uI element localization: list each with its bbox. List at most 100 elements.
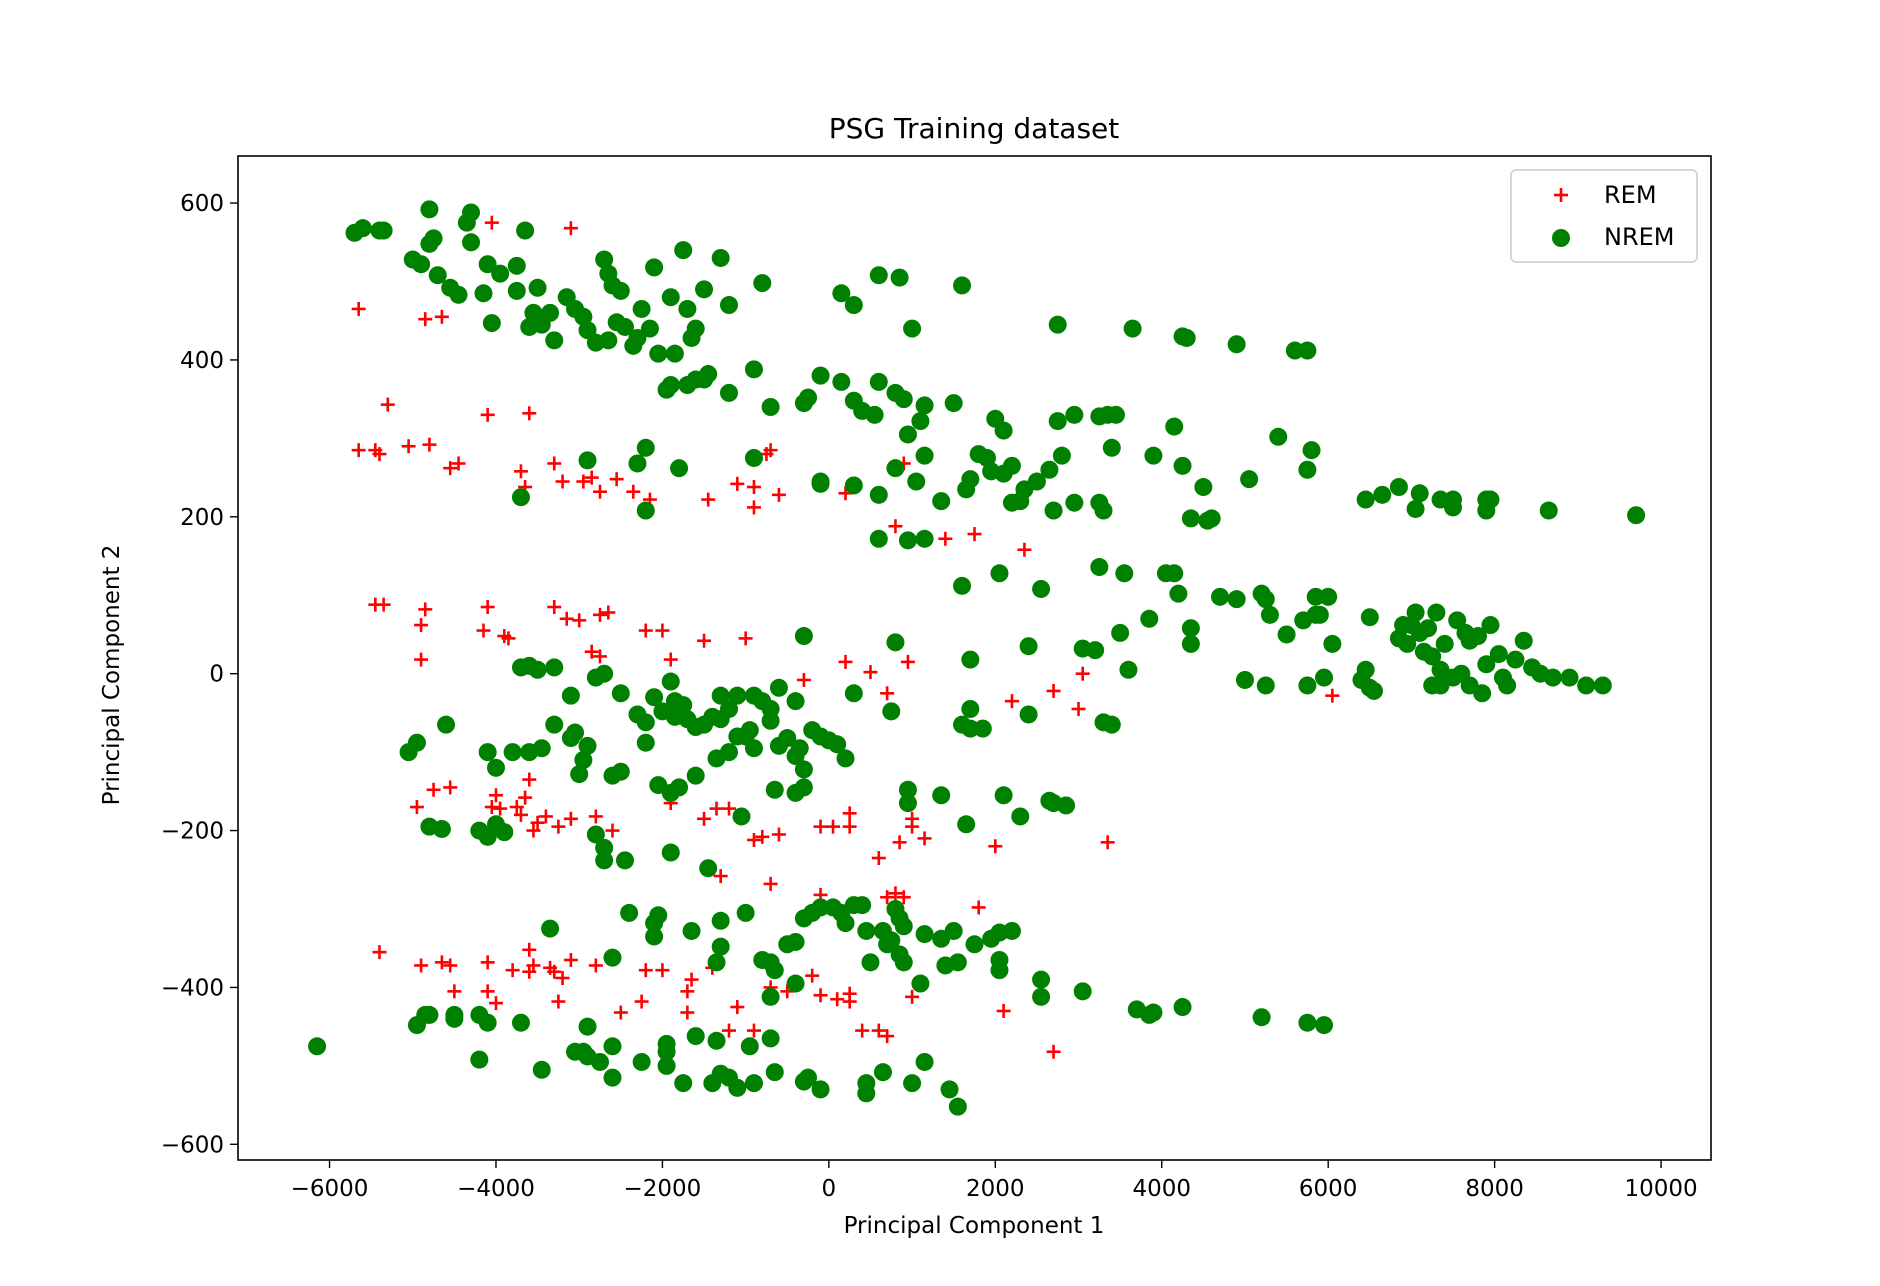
nrem-point <box>1256 676 1275 695</box>
nrem-point <box>1002 921 1021 940</box>
nrem-point <box>682 921 701 940</box>
nrem-point <box>720 383 738 402</box>
rem-point <box>842 806 857 821</box>
rem-point <box>900 654 915 669</box>
nrem-point <box>449 285 468 304</box>
nrem-point <box>711 911 730 930</box>
rem-point <box>501 631 516 646</box>
nrem-point <box>1514 631 1533 650</box>
nrem-point <box>1356 490 1375 509</box>
rem-point <box>476 623 491 638</box>
rem-point <box>880 686 895 701</box>
nrem-point <box>511 658 530 677</box>
nrem-point <box>657 380 676 399</box>
nrem-point <box>1202 509 1221 528</box>
y-tick-label: 600 <box>180 191 224 217</box>
nrem-point <box>1577 676 1596 695</box>
legend-nrem-marker <box>1552 229 1570 247</box>
nrem-point <box>765 961 784 980</box>
rem-point <box>563 811 578 826</box>
nrem-point <box>682 328 701 347</box>
nrem-point <box>636 501 655 520</box>
nrem-point <box>628 705 647 724</box>
nrem-point <box>861 953 880 972</box>
nrem-point <box>1298 676 1317 695</box>
nrem-point <box>1119 660 1138 679</box>
rem-point <box>559 611 574 626</box>
nrem-point <box>744 686 763 705</box>
nrem-point <box>1298 341 1317 360</box>
nrem-point <box>903 319 922 338</box>
nrem-point <box>994 421 1013 440</box>
nrem-point <box>1256 590 1275 609</box>
nrem-point <box>740 1037 759 1056</box>
rem-point <box>730 1000 745 1015</box>
nrem-point <box>778 729 797 748</box>
nrem-point <box>711 937 730 956</box>
rem-point <box>593 607 608 622</box>
nrem-point <box>462 233 481 252</box>
rem-point <box>771 487 786 502</box>
nrem-point <box>615 851 634 870</box>
nrem-point <box>541 919 560 938</box>
rem-point <box>826 819 841 834</box>
nrem-point <box>678 299 697 318</box>
nrem-point <box>545 658 564 677</box>
nrem-point <box>911 412 930 431</box>
nrem-point <box>595 838 614 857</box>
rem-point <box>380 397 395 412</box>
rem-point <box>771 827 786 842</box>
nrem-point <box>470 1050 489 1069</box>
rem-point <box>480 407 495 422</box>
rem-point <box>484 800 499 815</box>
rem-point <box>917 831 932 846</box>
nrem-point <box>1065 493 1084 512</box>
nrem-point <box>786 932 805 951</box>
nrem-point <box>541 303 560 322</box>
nrem-point <box>578 736 597 755</box>
nrem-point <box>1052 446 1071 465</box>
rem-point <box>1004 694 1019 709</box>
rem-point <box>480 600 495 615</box>
nrem-point <box>428 266 447 285</box>
nrem-point <box>707 953 726 972</box>
nrem-point <box>961 719 980 738</box>
rem-point <box>526 823 541 838</box>
rem-point <box>722 801 736 816</box>
rem-point <box>522 942 537 957</box>
nrem-point <box>645 258 664 277</box>
rem-point <box>513 464 528 479</box>
nrem-point <box>799 1068 818 1087</box>
nrem-point <box>1165 417 1184 436</box>
nrem-point <box>353 219 372 238</box>
rem-point <box>880 1029 895 1044</box>
nrem-point <box>898 531 917 550</box>
nrem-point <box>1252 1008 1271 1027</box>
nrem-point <box>915 446 934 465</box>
nrem-point <box>1506 650 1525 669</box>
x-tick-label: −4000 <box>457 1176 535 1202</box>
legend-label-nrem: NREM <box>1604 223 1675 251</box>
nrem-point <box>1094 501 1113 520</box>
nrem-point <box>720 296 738 315</box>
rem-point <box>593 649 608 664</box>
nrem-point <box>1019 637 1038 656</box>
rem-point <box>709 801 724 816</box>
series-nrem <box>308 200 1646 1116</box>
nrem-point <box>911 974 930 993</box>
rem-point <box>605 823 620 838</box>
nrem-point <box>1048 412 1067 431</box>
y-tick-label: −600 <box>161 1132 224 1158</box>
nrem-point <box>678 376 697 395</box>
nrem-point <box>578 451 597 470</box>
nrem-point <box>636 733 655 752</box>
nrem-point <box>478 255 497 274</box>
nrem-point <box>753 274 772 293</box>
rem-point <box>746 480 761 495</box>
nrem-point <box>844 684 863 703</box>
rem-point <box>584 470 599 485</box>
nrem-point <box>1427 603 1446 622</box>
rem-point <box>863 665 878 680</box>
nrem-point <box>520 743 539 762</box>
rem-point <box>855 1023 870 1038</box>
